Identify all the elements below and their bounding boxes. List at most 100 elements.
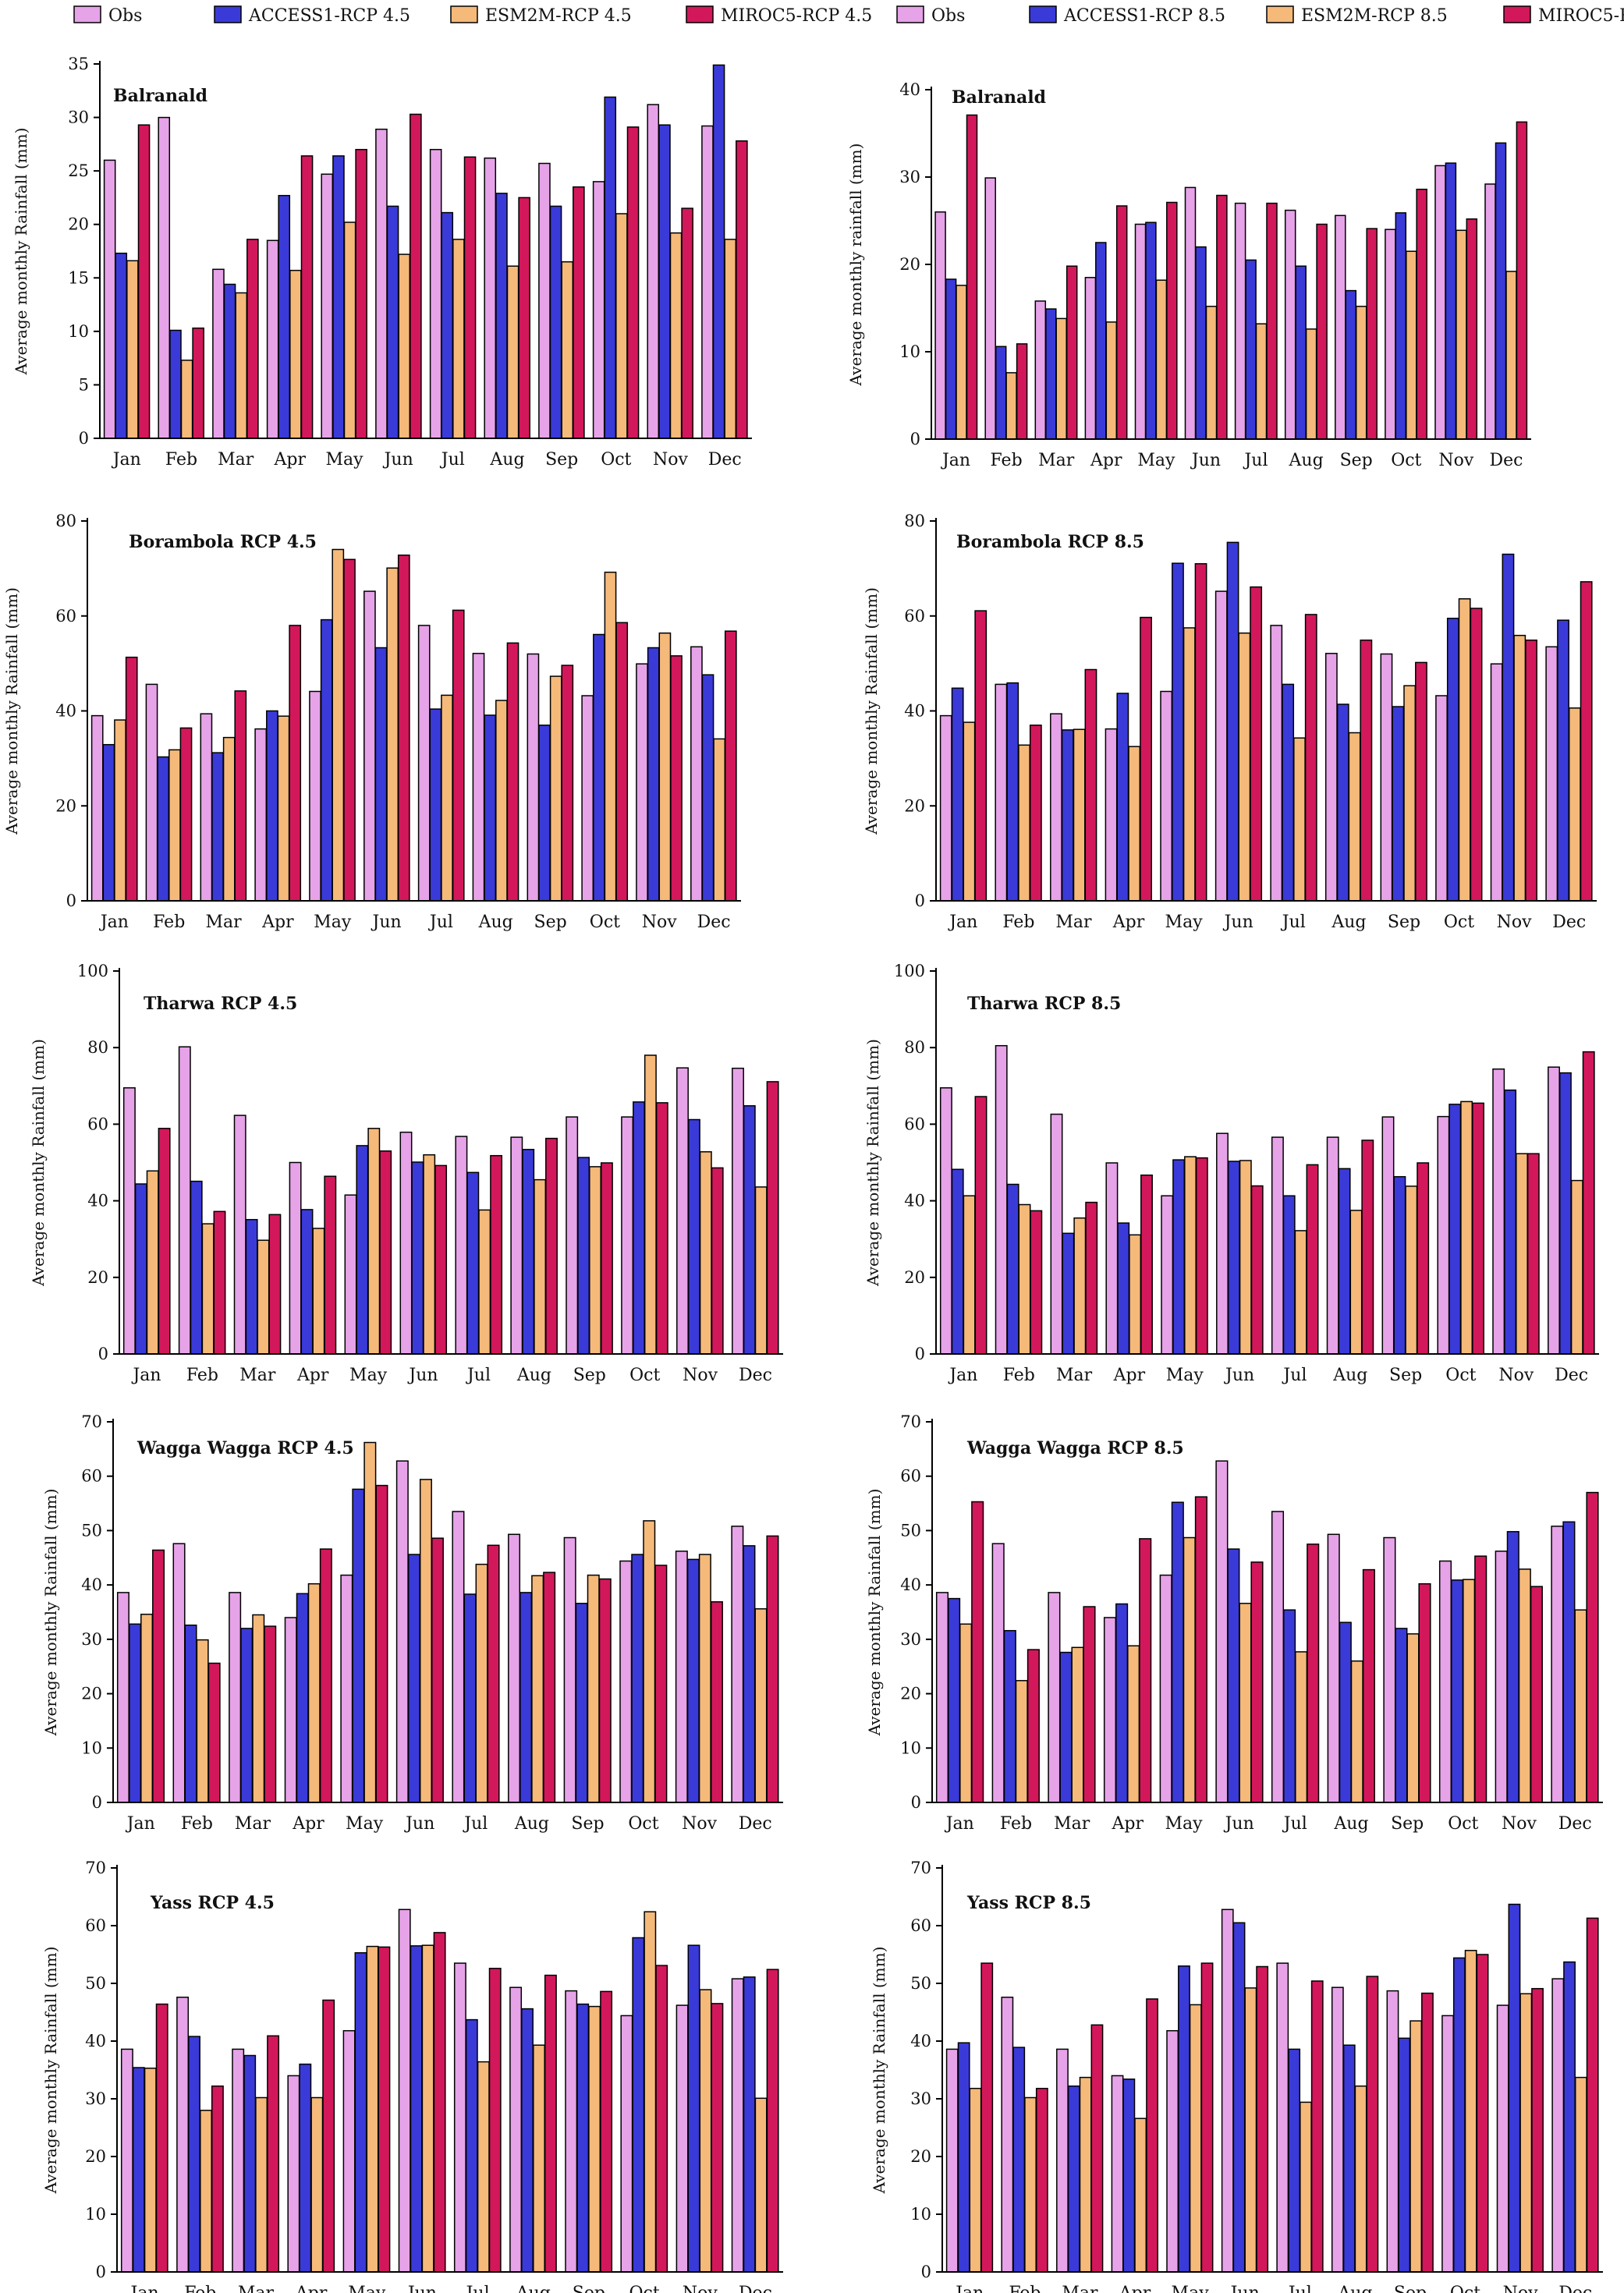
- bar-access1-rcp-8-5-feb: [1012, 2047, 1026, 2273]
- x-tick-label-jan: Jan: [948, 1366, 977, 1385]
- bar-esm2m-rcp-8-5-feb: [1018, 1203, 1031, 1355]
- y-tick-label-0: 0: [79, 429, 89, 448]
- legend-label: Obs: [931, 6, 965, 26]
- bar-access1-rcp-8-5-dec: [1562, 1521, 1576, 1803]
- bar-esm2m-rcp-4-5-mar: [255, 2096, 268, 2273]
- x-tick-label-aug: Aug: [514, 1814, 549, 1834]
- x-tick-label-mar: Mar: [206, 913, 243, 932]
- bar-miroc5-rcp-8-5-sep: [1418, 1582, 1431, 1803]
- bar-obs-feb: [145, 683, 158, 902]
- y-tick-label-15: 15: [68, 268, 89, 287]
- bar-miroc5-rcp-4-5-mar: [264, 1625, 277, 1803]
- bar-esm2m-rcp-4-5-oct: [615, 213, 628, 439]
- bar-esm2m-rcp-8-5-jun: [1239, 1160, 1252, 1355]
- bar-access1-rcp-8-5-jan: [951, 687, 964, 902]
- legend-swatch: [1266, 5, 1294, 23]
- x-tick-label-dec: Dec: [739, 1814, 772, 1834]
- bar-obs-nov: [1496, 2004, 1509, 2273]
- bar-access1-rcp-8-5-nov: [1504, 1089, 1517, 1355]
- x-tick-label-dec: Dec: [739, 1366, 772, 1385]
- bar-esm2m-rcp-8-5-jan: [969, 2087, 982, 2273]
- bar-miroc5-rcp-8-5-mar: [1066, 265, 1078, 440]
- bar-miroc5-rcp-8-5-aug: [1362, 1568, 1375, 1803]
- y-tick-label-10: 10: [68, 322, 89, 341]
- bar-access1-rcp-8-5-dec: [1557, 619, 1569, 902]
- bar-access1-rcp-4-5-jun: [411, 1161, 424, 1355]
- bar-esm2m-rcp-4-5-jun: [398, 253, 411, 439]
- x-tick-label-aug: Aug: [1337, 2284, 1372, 2293]
- bar-access1-rcp-4-5-jul: [429, 708, 442, 902]
- y-tick-label-0: 0: [96, 2263, 106, 2281]
- bar-miroc5-rcp-8-5-jul: [1307, 1543, 1320, 1803]
- bar-miroc5-rcp-4-5-dec: [724, 630, 737, 902]
- y-tick-label-0: 0: [98, 1345, 108, 1363]
- bar-miroc5-rcp-8-5-sep: [1421, 1992, 1434, 2273]
- bar-miroc5-rcp-8-5-sep: [1366, 228, 1378, 440]
- bar-miroc5-rcp-4-5-dec: [736, 140, 748, 439]
- bar-obs-aug: [508, 1533, 521, 1803]
- bar-access1-rcp-8-5-jul: [1245, 259, 1257, 440]
- bar-access1-rcp-4-5-dec: [701, 674, 714, 902]
- bar-obs-nov: [675, 2004, 689, 2273]
- bar-access1-rcp-8-5-sep: [1398, 2037, 1411, 2273]
- y-tick-label-60: 60: [904, 607, 925, 626]
- x-tick-label-aug: Aug: [489, 450, 524, 470]
- x-tick-label-may: May: [348, 2284, 386, 2293]
- legend-swatch: [214, 5, 242, 23]
- bar-esm2m-rcp-4-5-jun: [386, 567, 399, 902]
- bar-esm2m-rcp-4-5-feb: [200, 2110, 212, 2273]
- y-tick-label-80: 80: [87, 1038, 108, 1057]
- bar-miroc5-rcp-4-5-nov: [711, 2003, 724, 2273]
- bar-obs-oct: [619, 1560, 633, 1803]
- y-tick-label-40: 40: [904, 1192, 925, 1210]
- bar-miroc5-rcp-4-5-jul: [463, 156, 477, 439]
- x-tick-label-nov: Nov: [1497, 913, 1532, 932]
- bar-obs-aug: [472, 653, 485, 902]
- bar-access1-rcp-4-5-jan: [132, 2067, 145, 2273]
- x-tick-label-sep: Sep: [1340, 451, 1373, 470]
- x-tick-label-feb: Feb: [184, 2284, 216, 2293]
- bar-obs-jun: [375, 128, 388, 439]
- bar-miroc5-rcp-4-5-apr: [319, 1548, 332, 1803]
- bar-access1-rcp-4-5-aug: [495, 193, 508, 439]
- bar-miroc5-rcp-8-5-sep: [1417, 1162, 1430, 1355]
- bar-access1-rcp-8-5-feb: [1003, 1629, 1016, 1803]
- bar-miroc5-rcp-4-5-sep: [573, 186, 585, 439]
- bar-esm2m-rcp-4-5-apr: [310, 2096, 324, 2273]
- bar-access1-rcp-8-5-feb: [995, 346, 1007, 440]
- x-tick-label-dec: Dec: [1558, 2284, 1592, 2293]
- bar-obs-jan: [945, 2048, 959, 2273]
- bar-miroc5-rcp-4-5-dec: [766, 1535, 779, 1803]
- bar-obs-dec: [1484, 183, 1496, 440]
- bar-miroc5-rcp-4-5-jun: [431, 1537, 444, 1803]
- bar-access1-rcp-8-5-sep: [1395, 1628, 1408, 1803]
- x-tick-label-may: May: [1165, 913, 1204, 932]
- bar-obs-mar: [1048, 1592, 1061, 1803]
- bar-miroc5-rcp-8-5-jun: [1250, 1561, 1264, 1803]
- bar-miroc5-rcp-4-5-jan: [137, 124, 151, 439]
- y-tick-label-0: 0: [915, 891, 925, 910]
- x-tick-label-may: May: [1165, 1814, 1203, 1834]
- bar-miroc5-rcp-8-5-nov: [1525, 640, 1537, 902]
- bar-obs-sep: [1381, 1116, 1395, 1355]
- bar-miroc5-rcp-8-5-mar: [1085, 1201, 1098, 1355]
- bar-esm2m-rcp-4-5-jul: [452, 239, 465, 439]
- bar-esm2m-rcp-8-5-oct: [1463, 1579, 1476, 1803]
- panel-title: Borambola RCP 8.5: [956, 532, 1144, 552]
- bar-access1-rcp-4-5-apr: [300, 1209, 314, 1355]
- bar-esm2m-rcp-8-5-mar: [1055, 317, 1067, 440]
- bar-esm2m-rcp-8-5-aug: [1349, 1210, 1363, 1355]
- bar-access1-rcp-4-5-mar: [240, 1628, 254, 1803]
- bar-miroc5-rcp-8-5-mar: [1090, 2024, 1104, 2273]
- legend-item-obs: Obs: [896, 5, 965, 26]
- bar-esm2m-rcp-4-5-mar: [222, 736, 236, 902]
- x-tick-label-jun: Jun: [406, 2284, 437, 2293]
- bar-obs-apr: [1103, 1617, 1117, 1803]
- bar-access1-rcp-8-5-dec: [1563, 1961, 1576, 2273]
- bars: [939, 541, 1593, 902]
- bar-obs-jul: [1271, 1511, 1285, 1803]
- legend-label: ACCESS1-RCP 8.5: [1063, 6, 1225, 26]
- bar-access1-rcp-4-5-jun: [410, 1945, 423, 2273]
- bar-miroc5-rcp-8-5-jul: [1304, 614, 1317, 902]
- bar-miroc5-rcp-8-5-feb: [1035, 2087, 1048, 2273]
